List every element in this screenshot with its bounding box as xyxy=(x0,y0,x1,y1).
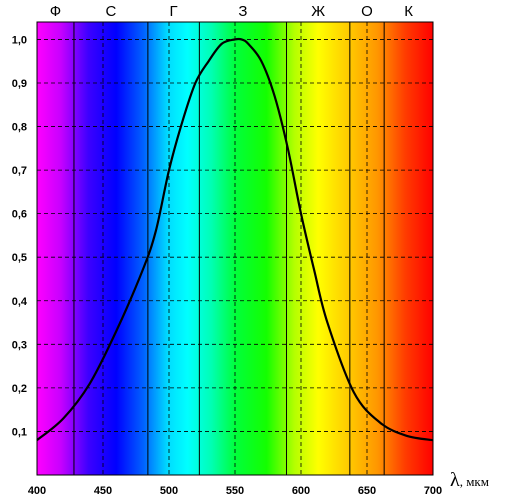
y-tick-label: 0,5 xyxy=(12,252,27,264)
y-tick-label: 0,3 xyxy=(12,339,27,351)
x-tick-label: 700 xyxy=(424,485,442,497)
y-tick-label: 1,0 xyxy=(12,34,27,46)
x-tick-label: 550 xyxy=(226,485,244,497)
band-label: З xyxy=(238,3,247,20)
band-label: Ф xyxy=(50,3,61,20)
y-axis: 0,1 0,2 0,3 0,4 0,5 0,6 0,7 0,8 0,9 1,0 xyxy=(12,34,28,438)
band-label: О xyxy=(361,3,373,20)
band-label: С xyxy=(105,3,116,20)
y-tick-label: 0,1 xyxy=(12,426,27,438)
x-axis-label-unit: , мкм xyxy=(460,474,489,489)
x-axis: 400 450 500 550 600 650 700 xyxy=(28,485,442,497)
x-tick-label: 450 xyxy=(94,485,112,497)
x-axis-label: λ, мкм xyxy=(450,469,489,491)
sensitivity-curve xyxy=(36,37,434,442)
x-tick-label: 400 xyxy=(28,485,46,497)
y-tick-label: 0,7 xyxy=(12,165,27,177)
band-label: К xyxy=(404,3,413,20)
plot-frame xyxy=(36,21,434,476)
y-tick-label: 0,8 xyxy=(12,122,27,134)
x-axis-label-symbol: λ xyxy=(450,469,460,491)
y-tick-label: 0,6 xyxy=(12,209,27,221)
x-tick-label: 500 xyxy=(160,485,178,497)
y-tick-label: 0,2 xyxy=(12,383,27,395)
band-label: Ж xyxy=(311,3,325,20)
y-tick-label: 0,4 xyxy=(12,296,28,308)
x-tick-label: 600 xyxy=(292,485,310,497)
x-tick-label: 650 xyxy=(358,485,376,497)
y-tick-label: 0,9 xyxy=(12,78,27,90)
band-label: Г xyxy=(170,3,178,20)
